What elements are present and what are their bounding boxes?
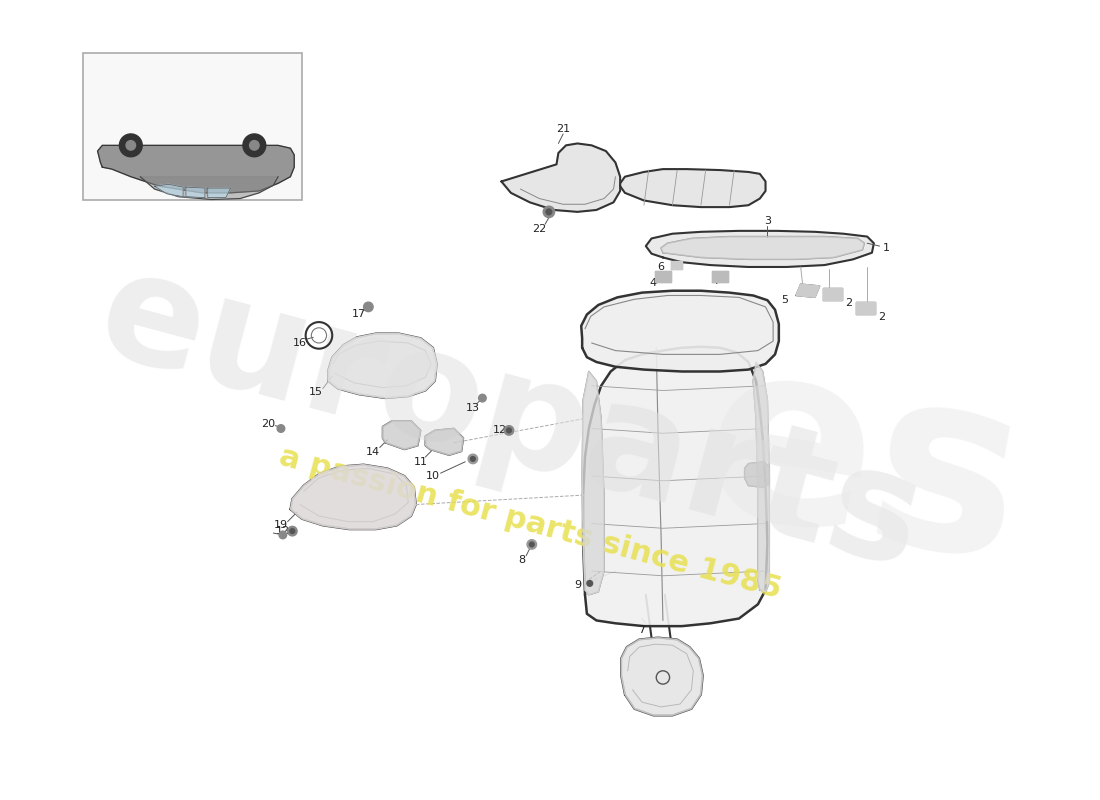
Text: 9: 9	[574, 580, 581, 590]
Bar	[84, 53, 301, 201]
Text: 20: 20	[262, 418, 276, 429]
Polygon shape	[329, 334, 437, 398]
Text: 3: 3	[763, 216, 771, 226]
Circle shape	[364, 302, 373, 312]
Text: 14: 14	[366, 447, 381, 458]
Polygon shape	[290, 465, 416, 530]
Polygon shape	[856, 302, 875, 314]
Text: 17: 17	[352, 310, 366, 319]
Circle shape	[546, 209, 552, 214]
Text: 1: 1	[882, 243, 890, 253]
Circle shape	[250, 141, 260, 150]
Polygon shape	[208, 188, 231, 198]
Polygon shape	[754, 362, 769, 592]
Bar	[713, 270, 727, 282]
Circle shape	[587, 581, 593, 586]
Polygon shape	[141, 177, 278, 199]
Text: europarts: europarts	[84, 238, 938, 600]
Text: 12: 12	[493, 426, 506, 435]
Polygon shape	[583, 346, 768, 626]
Bar	[671, 262, 682, 269]
Text: 21: 21	[557, 124, 570, 134]
Text: 2: 2	[878, 312, 886, 322]
Text: 5: 5	[781, 295, 788, 306]
Polygon shape	[621, 638, 703, 715]
Circle shape	[279, 531, 287, 538]
Circle shape	[504, 426, 514, 435]
Text: 2: 2	[845, 298, 851, 308]
Polygon shape	[581, 290, 779, 371]
Circle shape	[469, 454, 477, 464]
Text: 4: 4	[650, 278, 657, 288]
Circle shape	[478, 394, 486, 402]
Circle shape	[527, 540, 537, 549]
Text: 15: 15	[309, 387, 323, 398]
Circle shape	[277, 425, 285, 432]
Text: 4: 4	[712, 276, 718, 286]
Text: 7: 7	[638, 625, 646, 635]
Circle shape	[290, 529, 295, 534]
Text: 8: 8	[519, 554, 526, 565]
Polygon shape	[661, 237, 865, 259]
Text: 13: 13	[466, 402, 480, 413]
Polygon shape	[186, 187, 205, 198]
Polygon shape	[383, 421, 420, 450]
Text: es: es	[684, 320, 1041, 614]
Polygon shape	[620, 169, 766, 207]
Polygon shape	[502, 143, 620, 212]
Polygon shape	[796, 284, 820, 298]
Circle shape	[471, 457, 475, 462]
Bar	[656, 270, 671, 282]
Text: 11: 11	[414, 457, 428, 466]
Circle shape	[243, 134, 266, 157]
Circle shape	[126, 141, 135, 150]
Polygon shape	[426, 429, 463, 455]
Text: 22: 22	[532, 224, 547, 234]
Polygon shape	[745, 462, 769, 487]
Circle shape	[507, 428, 512, 433]
Text: 16: 16	[293, 338, 307, 348]
Text: 6: 6	[658, 262, 664, 272]
Polygon shape	[98, 146, 294, 193]
Text: 12: 12	[276, 526, 290, 536]
Text: 19: 19	[274, 521, 288, 530]
Circle shape	[529, 542, 535, 547]
Text: a passion for parts since 1985: a passion for parts since 1985	[276, 442, 784, 605]
Polygon shape	[155, 184, 183, 197]
Circle shape	[120, 134, 142, 157]
Circle shape	[543, 206, 554, 218]
Polygon shape	[646, 231, 873, 267]
Polygon shape	[582, 371, 604, 594]
Polygon shape	[823, 288, 842, 300]
Text: 10: 10	[426, 471, 440, 481]
Circle shape	[287, 526, 297, 536]
